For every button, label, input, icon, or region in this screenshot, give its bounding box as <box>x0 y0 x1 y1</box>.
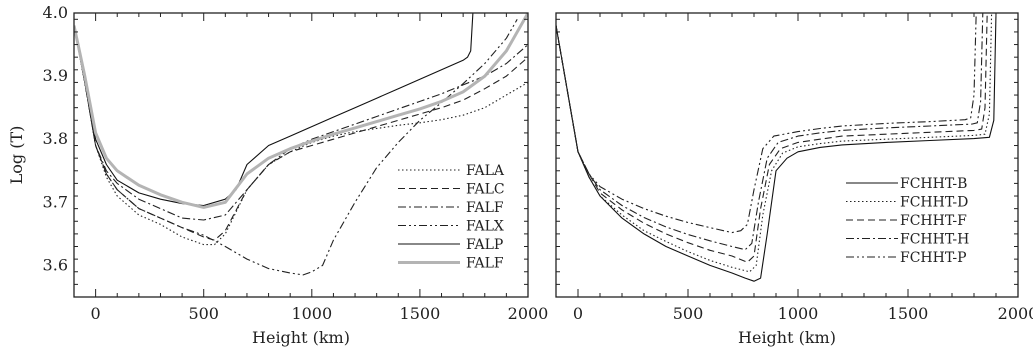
left-y-tick-label: 4.0 <box>43 3 68 22</box>
left-legend-label-1: FALC <box>466 182 505 198</box>
right-legend-label-1: FCHHT-D <box>900 195 968 211</box>
right-series-line-1 <box>556 13 993 273</box>
left-plot-frame <box>73 12 529 298</box>
right-x-tick-label: 1500 <box>888 304 929 323</box>
left-legend-label-4: FALP <box>466 237 503 253</box>
right-series-line-2 <box>556 13 988 263</box>
left-x-tick-label: 500 <box>188 304 219 323</box>
left-ticks <box>73 13 529 298</box>
right-x-tick-label: 500 <box>673 304 704 323</box>
right-legend-label-3: FCHHT-H <box>900 232 969 248</box>
left-y-tick-label: 3.9 <box>43 66 68 85</box>
left-y-tick-label: 3.6 <box>43 255 68 274</box>
left-legend-label-5: FALF <box>466 256 504 272</box>
right-legend: FCHHT-B FCHHT-D FCHHT-F FCHHT-H FCHHT-P <box>846 176 969 266</box>
left-series-line-5 <box>74 13 528 209</box>
right-series-line-4 <box>556 13 977 234</box>
left-panel: 0 500 1000 1500 2000 3.6 3.7 3.8 3.9 4.0 Height (… <box>7 3 548 347</box>
right-x-tick-label: 1000 <box>778 304 819 323</box>
right-series-group <box>556 13 997 282</box>
right-x-tick-label: 2000 <box>998 304 1033 323</box>
left-series-line-1 <box>74 25 528 241</box>
left-x-axis-title: Height (km) <box>252 328 350 347</box>
left-series-line-0 <box>74 25 528 246</box>
right-legend-label-0: FCHHT-B <box>900 176 967 192</box>
left-series-group <box>74 13 528 276</box>
left-legend-label-0: FALA <box>466 163 505 179</box>
left-x-tick-label: 2000 <box>508 304 549 323</box>
left-series-line-4 <box>74 13 474 207</box>
right-plot-frame <box>555 12 1019 298</box>
right-legend-label-2: FCHHT-F <box>900 213 967 229</box>
left-series-line-2 <box>74 25 528 221</box>
right-series-line-0 <box>556 13 997 282</box>
left-legend-label-3: FALX <box>466 219 504 235</box>
left-legend: FALA FALC FALF FALX FALP FALF <box>398 163 505 272</box>
left-x-tick-label: 1500 <box>400 304 441 323</box>
right-legend-label-4: FCHHT-P <box>900 250 967 266</box>
right-x-tick-label: 0 <box>573 304 583 323</box>
left-tick-labels: 0 500 1000 1500 2000 3.6 3.7 3.8 3.9 4.0 <box>43 3 549 323</box>
left-legend-label-2: FALF <box>466 200 504 216</box>
right-tick-labels: 0 500 1000 1500 2000 <box>573 304 1033 323</box>
left-y-tick-label: 3.8 <box>43 129 68 148</box>
y-axis-title: Log (T) <box>7 126 26 185</box>
left-x-tick-label: 0 <box>91 304 101 323</box>
right-ticks <box>555 13 1019 298</box>
left-y-tick-label: 3.7 <box>43 192 68 211</box>
right-x-axis-title: Height (km) <box>738 328 836 347</box>
right-series-line-3 <box>556 13 984 251</box>
left-x-tick-label: 1000 <box>291 304 332 323</box>
left-series-line-3 <box>74 19 518 276</box>
